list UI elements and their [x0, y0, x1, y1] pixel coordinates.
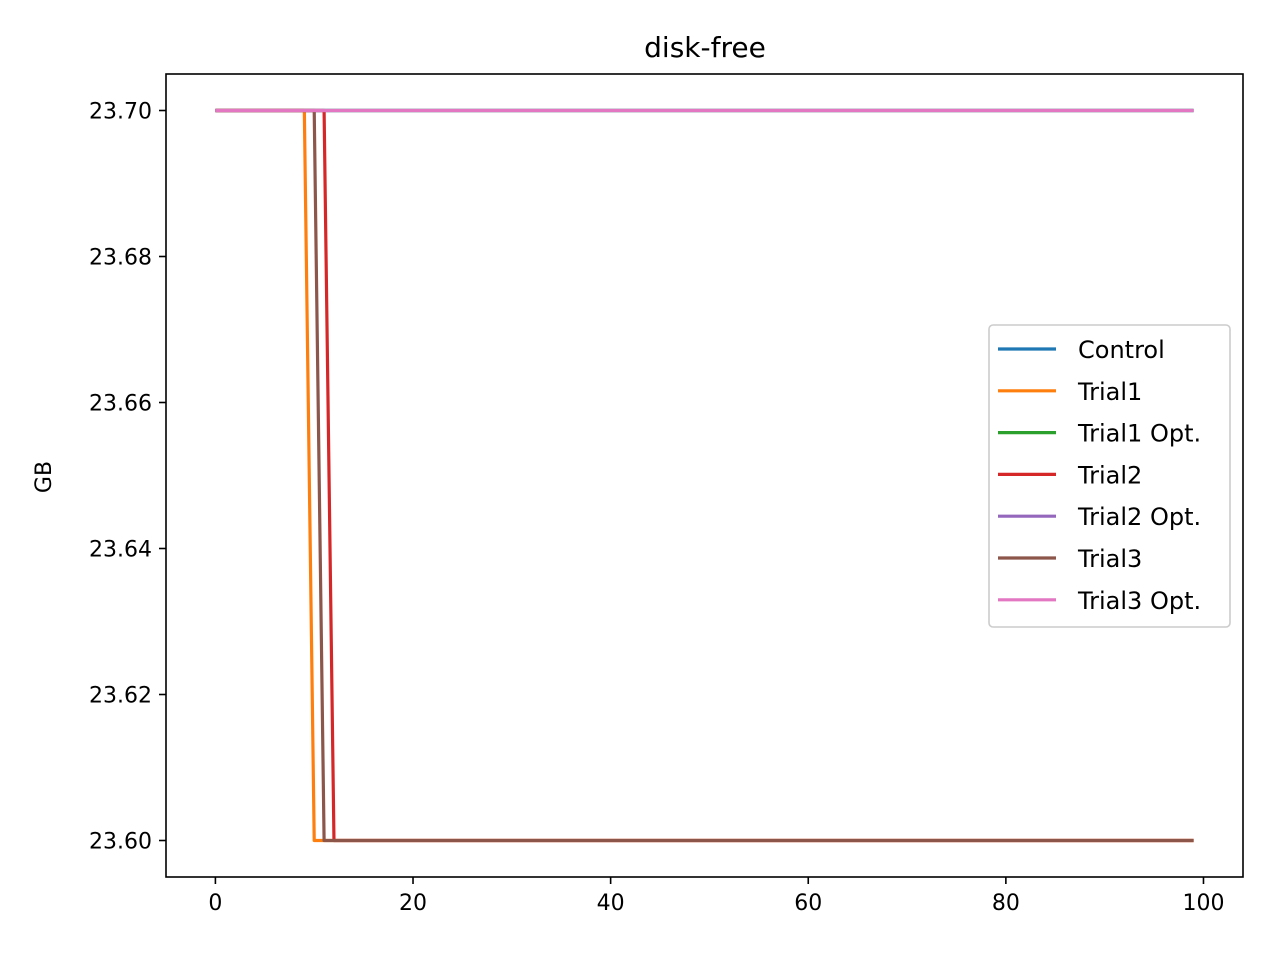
y-axis: 23.60 23.62 23.64 23.66 23.68 23.70 [89, 100, 166, 855]
x-tick-label: 40 [597, 891, 625, 916]
legend-entry-3: Trial2 [1077, 461, 1142, 489]
y-tick-label: 23.66 [89, 392, 152, 417]
chart-title: disk-free [644, 31, 766, 64]
x-tick-label: 60 [794, 891, 822, 916]
plot-frame [165, 73, 1244, 878]
legend-entry-0: Control [1078, 336, 1165, 364]
y-axis-label: GB [32, 461, 57, 493]
x-tick-label: 20 [399, 891, 427, 916]
legend-entry-6: Trial3 Opt. [1077, 587, 1201, 615]
plot-area [215, 108, 1194, 843]
y-tick-label: 23.64 [89, 538, 152, 563]
legend: Control Trial1 Trial1 Opt. Trial2 Trial2 Opt… [988, 324, 1231, 628]
x-tick-label: 0 [208, 891, 222, 916]
legend-box [988, 324, 1231, 628]
y-tick-label: 23.68 [89, 246, 152, 271]
x-tick-label: 100 [1182, 891, 1224, 916]
y-tick-label: 23.62 [89, 684, 152, 709]
legend-entry-5: Trial3 [1077, 545, 1142, 573]
y-tick-label: 23.60 [89, 830, 152, 855]
legend-entry-4: Trial2 Opt. [1077, 503, 1201, 531]
y-tick-label: 23.70 [89, 100, 152, 125]
legend-entry-1: Trial1 [1077, 378, 1142, 406]
legend-entry-2: Trial1 Opt. [1077, 420, 1201, 448]
x-tick-label: 80 [992, 891, 1020, 916]
x-axis: 0 20 40 60 80 100 [208, 877, 1224, 916]
